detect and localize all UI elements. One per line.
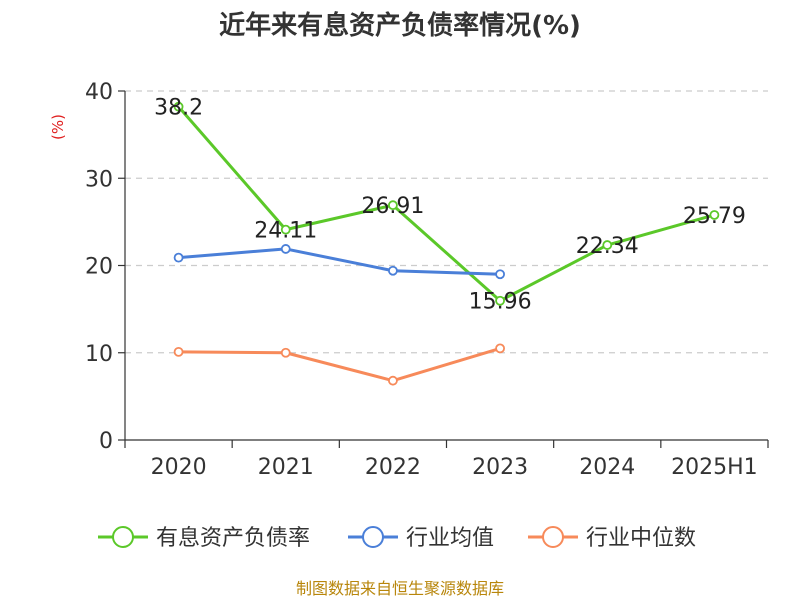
series-0-point-3[interactable] — [495, 295, 505, 306]
gridlines — [125, 90, 768, 354]
series-2-point-0[interactable] — [173, 346, 184, 357]
x-tick-label-5: 2025H1 — [671, 455, 758, 480]
data-label-0-0: 38.2 — [154, 96, 203, 121]
axes — [118, 90, 769, 448]
series-lines — [173, 101, 720, 386]
data-label-0-5: 25.79 — [683, 204, 746, 229]
y-tick-label-2: 20 — [85, 255, 113, 280]
data-label-0-2: 26.91 — [361, 194, 424, 219]
y-tick-label-4: 40 — [85, 80, 113, 105]
y-tick-label-3: 30 — [85, 167, 113, 192]
y-tick-label-0: 0 — [99, 429, 113, 454]
x-tick-label-3: 2023 — [472, 455, 528, 480]
legend-swatch-marker-1[interactable] — [362, 526, 384, 548]
series-2-point-1[interactable] — [280, 347, 291, 358]
data-label-0-3: 15.96 — [469, 290, 532, 315]
series-0-point-2[interactable] — [388, 200, 398, 211]
series-0-point-1[interactable] — [280, 224, 291, 235]
legend[interactable]: 有息资产负债率 行业均值 行业中位数 — [98, 526, 696, 551]
series-1-point-0[interactable] — [173, 252, 184, 263]
data-label-0-1: 24.11 — [254, 219, 317, 244]
series-line-1 — [178, 247, 501, 276]
x-tick-label-1: 2021 — [258, 455, 314, 480]
series-0-point-0[interactable] — [173, 101, 184, 112]
series-1-point-2[interactable] — [388, 265, 398, 276]
series-line-0 — [177, 105, 715, 303]
y-tick-label-1: 10 — [85, 342, 113, 367]
data-labels: 38.2 24.11 26.91 15.96 22.34 25.79 — [154, 96, 746, 315]
data-label-0-4: 22.34 — [576, 234, 639, 259]
x-tick-label-2: 2022 — [365, 455, 421, 480]
series-1-point-3[interactable] — [495, 269, 505, 280]
legend-label-1[interactable]: 行业均值 — [406, 526, 494, 551]
series-0-point-5[interactable] — [709, 210, 720, 220]
chart-title: 近年来有息资产负债率情况(%) — [219, 10, 581, 41]
source-note: 制图数据来自恒生聚源数据库 — [296, 579, 504, 598]
legend-swatch-marker-2[interactable] — [542, 526, 564, 548]
x-tick-labels: 2020 2021 2022 2023 2024 2025H1 — [151, 455, 758, 480]
legend-label-2[interactable]: 行业中位数 — [586, 526, 696, 551]
y-axis-unit: (%) — [49, 114, 67, 140]
series-line-2 — [178, 346, 501, 383]
y-tick-labels: 0 10 20 30 40 — [85, 80, 113, 454]
x-tick-label-4: 2024 — [579, 455, 635, 480]
series-2-point-2[interactable] — [388, 375, 398, 386]
x-tick-label-0: 2020 — [151, 455, 207, 480]
series-2-point-3[interactable] — [495, 343, 505, 354]
legend-label-0[interactable]: 有息资产负债率 — [156, 526, 310, 551]
series-0-point-4[interactable] — [602, 240, 613, 250]
legend-swatch-marker-0[interactable] — [112, 526, 134, 548]
series-1-point-1[interactable] — [280, 244, 291, 254]
